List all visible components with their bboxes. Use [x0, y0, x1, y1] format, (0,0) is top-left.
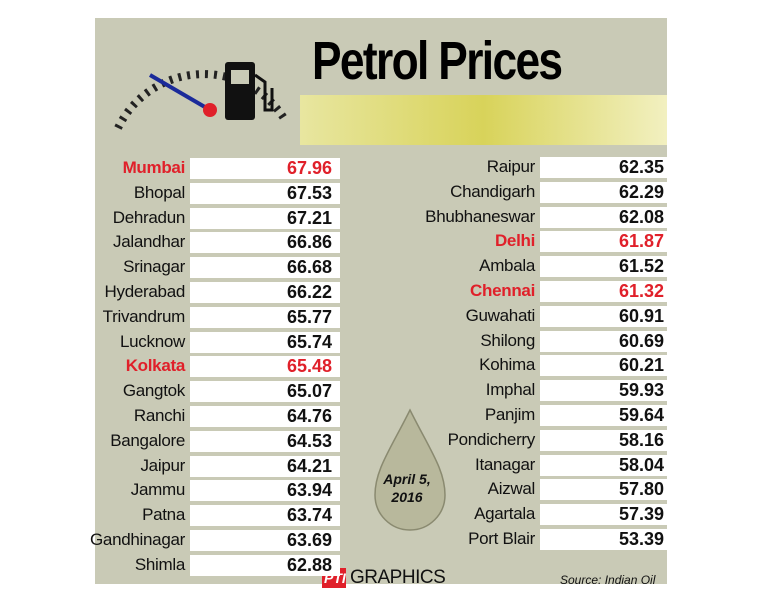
price: 65.48	[190, 356, 340, 378]
price: 58.16	[540, 429, 672, 451]
price: 61.52	[540, 256, 672, 278]
price: 59.64	[540, 405, 672, 426]
price: 61.87	[540, 231, 672, 253]
price: 63.69	[190, 530, 340, 551]
price: 66.68	[190, 257, 340, 279]
city-name: Ambala	[479, 256, 535, 276]
city-name: Shimla	[134, 554, 185, 574]
city-name: Itanagar	[475, 454, 535, 474]
city-name: Ranchi	[133, 406, 185, 425]
oil-band	[300, 95, 667, 145]
pump-window	[231, 70, 249, 84]
city-name: Aizwal	[487, 479, 536, 499]
city-name: Imphal	[485, 380, 536, 400]
city-name: Bangalore	[110, 430, 185, 450]
price: 60.21	[540, 355, 672, 377]
city-name: Lucknow	[120, 331, 185, 351]
city-name: Raipur	[486, 157, 536, 176]
price: 65.77	[190, 306, 340, 328]
needle-hub	[203, 103, 217, 117]
price: 64.53	[190, 430, 340, 452]
price: 67.96	[190, 158, 340, 179]
price: 67.53	[190, 182, 340, 204]
price: 60.91	[540, 305, 672, 327]
city-name: Kohima	[479, 355, 535, 375]
city-name: Srinagar	[123, 257, 185, 277]
price: 67.21	[190, 207, 340, 229]
city-name: Gandhinagar	[90, 530, 185, 549]
city-name: Jammu	[130, 480, 186, 500]
oil-drop	[374, 408, 446, 531]
city-name: Kolkata	[125, 356, 186, 376]
city-name: Chennai	[470, 281, 535, 300]
gauge	[114, 70, 289, 130]
title: Petrol Prices	[312, 31, 563, 91]
date: April 5, 2016	[383, 471, 431, 505]
city-name: Bhubhaneswar	[425, 206, 535, 226]
price: 62.29	[540, 181, 672, 203]
city-name: Dehradun	[112, 207, 186, 227]
city-name: Guwahati	[465, 305, 536, 325]
city-name: Agartala	[474, 504, 535, 524]
city-name: Patna	[142, 505, 185, 525]
price: 66.22	[190, 282, 340, 303]
price: 65.07	[190, 381, 340, 403]
price: 58.04	[540, 454, 672, 476]
needle	[148, 73, 212, 112]
price: 62.88	[190, 554, 340, 576]
city-name: Panjim	[484, 405, 535, 424]
city-name: Delhi	[494, 231, 535, 251]
city-name: Chandigarh	[450, 181, 535, 201]
city-name: Jaipur	[140, 455, 185, 475]
city-name: Bhopal	[133, 182, 185, 202]
city-name: Gangtok	[122, 381, 185, 401]
city-name: Hyderabad	[104, 282, 186, 301]
city-name: Mumbai	[122, 158, 186, 177]
source: Source: Indian Oil	[560, 573, 656, 587]
graphics-label: GRAPHICS	[350, 567, 446, 588]
city-name: Port Blair	[468, 529, 535, 548]
price: 64.21	[190, 455, 340, 477]
price: 64.76	[190, 406, 340, 427]
pump-hose	[254, 73, 274, 112]
city-name: Jalandhar	[113, 232, 185, 252]
price: 65.74	[190, 331, 340, 353]
price: 62.35	[540, 157, 672, 178]
price: 66.86	[190, 232, 340, 254]
price: 63.94	[190, 480, 340, 502]
price: 59.93	[540, 380, 672, 402]
price: 57.39	[540, 504, 672, 526]
price: 57.80	[540, 479, 672, 501]
price: 61.32	[540, 281, 672, 302]
price: 63.74	[190, 505, 340, 527]
price: 53.39	[540, 529, 672, 550]
city-name: Shilong	[480, 330, 535, 350]
price: 62.08	[540, 206, 672, 228]
price: 60.69	[540, 330, 672, 352]
city-name: Trivandrum	[102, 306, 186, 326]
city-name: Pondicherry	[447, 429, 536, 449]
